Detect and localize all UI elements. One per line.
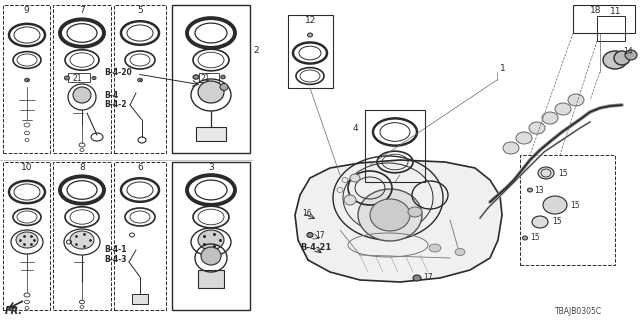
- Ellipse shape: [522, 236, 527, 240]
- Ellipse shape: [92, 76, 96, 79]
- Ellipse shape: [370, 199, 410, 231]
- Ellipse shape: [16, 232, 38, 248]
- Text: 17: 17: [423, 274, 433, 283]
- Text: B-4-20: B-4-20: [104, 68, 132, 76]
- Bar: [520, 155, 615, 265]
- Ellipse shape: [193, 75, 199, 79]
- Text: 11: 11: [610, 6, 621, 15]
- Bar: [3, 5, 50, 153]
- Ellipse shape: [568, 94, 584, 106]
- Ellipse shape: [220, 84, 228, 91]
- Ellipse shape: [603, 51, 627, 69]
- Text: 15: 15: [530, 234, 540, 243]
- Text: 14: 14: [623, 46, 632, 55]
- Ellipse shape: [455, 249, 465, 255]
- Ellipse shape: [529, 122, 545, 134]
- Text: 21: 21: [72, 74, 81, 83]
- Text: 3: 3: [208, 163, 214, 172]
- Ellipse shape: [516, 132, 532, 144]
- Bar: [68, 73, 90, 82]
- Text: B-4: B-4: [104, 91, 118, 100]
- Bar: [114, 5, 166, 153]
- Bar: [365, 110, 425, 182]
- Text: 16: 16: [302, 209, 312, 218]
- Ellipse shape: [221, 75, 225, 79]
- Bar: [597, 16, 625, 41]
- Text: 2: 2: [253, 45, 259, 54]
- Ellipse shape: [70, 231, 94, 249]
- Text: B-4-3: B-4-3: [104, 254, 127, 263]
- Bar: [573, 5, 635, 33]
- Ellipse shape: [543, 196, 567, 214]
- Ellipse shape: [527, 188, 532, 192]
- Ellipse shape: [503, 142, 519, 154]
- Text: 18: 18: [590, 5, 602, 14]
- Bar: [53, 5, 111, 153]
- Text: 15: 15: [552, 218, 562, 227]
- Ellipse shape: [429, 244, 441, 252]
- Text: 13: 13: [534, 186, 543, 195]
- Text: 17: 17: [315, 230, 324, 239]
- Ellipse shape: [24, 78, 29, 82]
- Bar: [288, 15, 333, 88]
- Bar: [172, 5, 250, 153]
- Text: 6: 6: [137, 163, 143, 172]
- Bar: [114, 162, 166, 310]
- Ellipse shape: [138, 78, 143, 82]
- Text: B-4-1: B-4-1: [104, 245, 127, 254]
- Ellipse shape: [413, 275, 421, 281]
- Ellipse shape: [542, 112, 558, 124]
- Text: TBAJB0305C: TBAJB0305C: [555, 308, 602, 316]
- Bar: [196, 127, 226, 141]
- Ellipse shape: [625, 50, 637, 60]
- Text: 8: 8: [79, 163, 85, 172]
- Text: 1: 1: [500, 63, 506, 73]
- Text: 10: 10: [20, 163, 32, 172]
- Text: 9: 9: [24, 5, 29, 14]
- Ellipse shape: [65, 76, 70, 80]
- Text: 7: 7: [79, 5, 85, 14]
- Text: 21: 21: [200, 74, 209, 83]
- Bar: [172, 162, 250, 310]
- Text: FR.: FR.: [5, 306, 23, 316]
- Ellipse shape: [555, 103, 571, 115]
- Text: B-4-21: B-4-21: [300, 244, 332, 252]
- Ellipse shape: [408, 207, 422, 217]
- Ellipse shape: [350, 174, 360, 182]
- Ellipse shape: [344, 195, 356, 205]
- Bar: [132, 294, 148, 304]
- Polygon shape: [295, 160, 502, 282]
- Text: 5: 5: [137, 5, 143, 14]
- Ellipse shape: [307, 233, 313, 237]
- Ellipse shape: [614, 51, 630, 65]
- Bar: [198, 270, 224, 288]
- Text: 4: 4: [353, 124, 358, 132]
- Ellipse shape: [201, 247, 221, 265]
- Bar: [3, 162, 50, 310]
- Text: 15: 15: [570, 201, 580, 210]
- Ellipse shape: [358, 189, 422, 241]
- Ellipse shape: [73, 87, 91, 103]
- Bar: [53, 162, 111, 310]
- Ellipse shape: [532, 216, 548, 228]
- Text: 12: 12: [305, 15, 316, 25]
- Text: B-4-2: B-4-2: [104, 100, 127, 108]
- Ellipse shape: [198, 81, 224, 103]
- Ellipse shape: [538, 167, 554, 179]
- Ellipse shape: [198, 230, 224, 250]
- Bar: [199, 73, 219, 82]
- Text: 15: 15: [558, 169, 568, 178]
- Ellipse shape: [307, 33, 312, 37]
